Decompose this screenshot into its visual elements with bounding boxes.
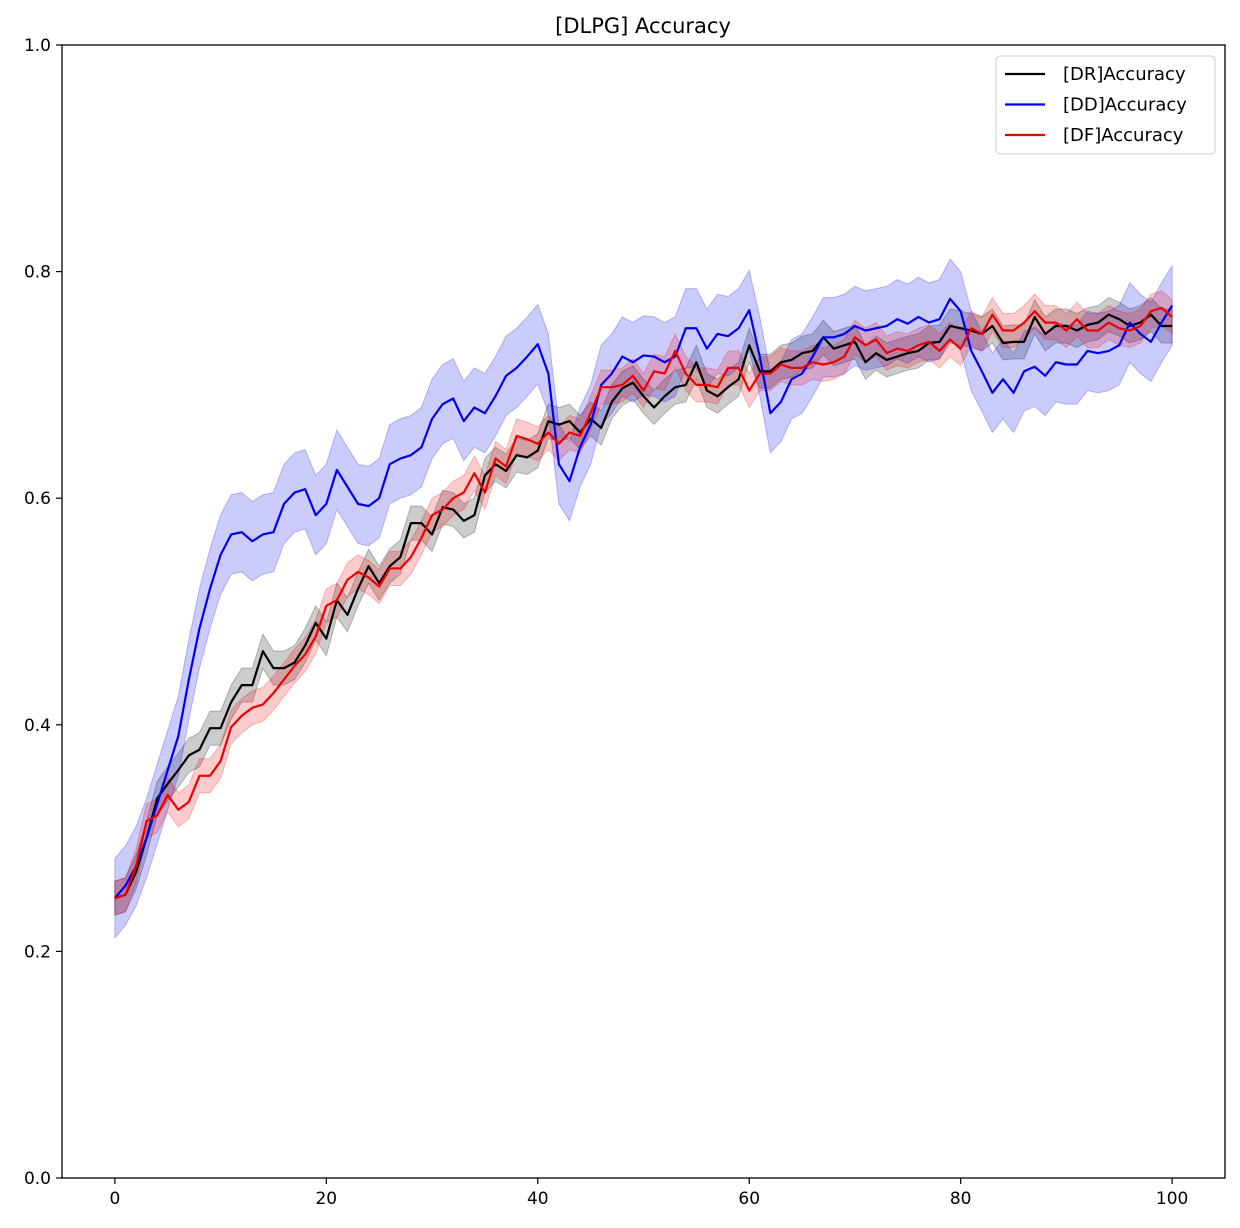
x-tick-label: 60 [738,1189,760,1209]
x-tick-label: 40 [527,1189,549,1209]
line-series-2 [114,297,1174,899]
x-tick-label: 100 [1156,1189,1188,1209]
band-series-1 [114,296,1173,916]
legend-box [995,55,1216,155]
line-series-1 [114,313,1173,900]
x-tick-label: 0 [109,1189,120,1209]
axes: 0 20 40 60 80 100 0.0 0.2 0.4 0.6 0.8 1.0 [24,36,1226,1209]
y-tick-label: 0.4 [24,716,51,736]
y-tick-label: 0.6 [24,489,51,509]
y-tick-label: 0.2 [24,942,51,962]
series-lines [114,297,1174,900]
band-series-3 [114,290,1173,916]
legend: [DR]Accuracy [DD]Accuracy [DF]Accuracy [995,55,1216,155]
y-tick-label: 1.0 [24,36,51,56]
legend-label-3: [DF]Accuracy [1063,125,1184,146]
legend-label-2: [DD]Accuracy [1063,95,1187,116]
legend-label-1: [DR]Accuracy [1063,64,1186,85]
x-tick-label: 80 [950,1189,972,1209]
plot-frame [61,44,1226,1179]
x-tick-label: 20 [315,1189,337,1209]
line-series-3 [114,306,1173,900]
confidence-bands [114,258,1173,940]
chart-title: [DLPG] Accuracy [555,14,731,38]
y-tick-label: 0.0 [24,1169,51,1189]
band-series-2 [114,258,1173,940]
y-tick-label: 0.8 [24,263,51,283]
